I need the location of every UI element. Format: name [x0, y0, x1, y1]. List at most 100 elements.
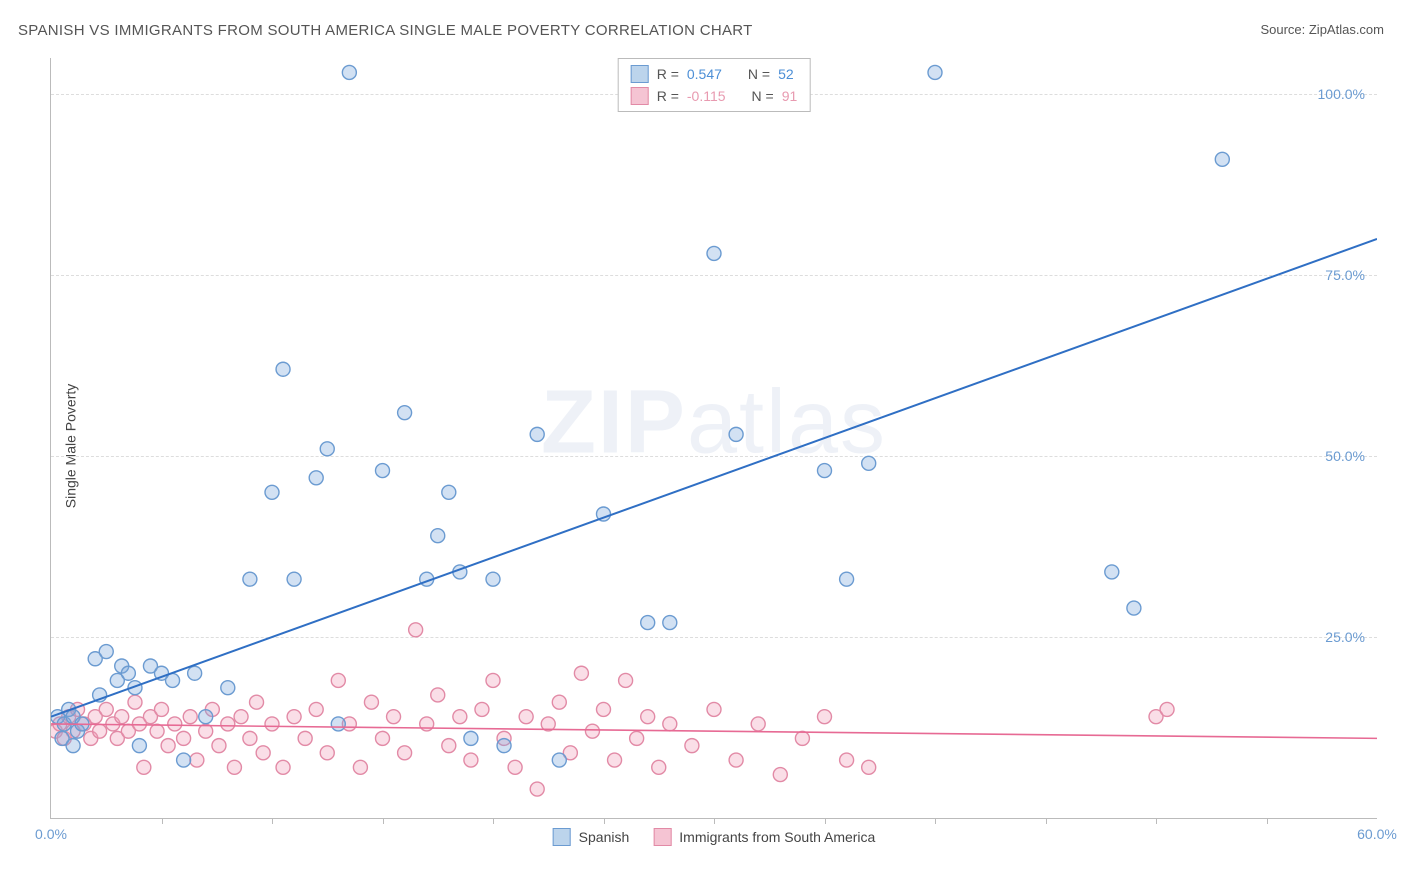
data-point [287, 710, 301, 724]
data-point [387, 710, 401, 724]
data-point [221, 681, 235, 695]
data-point [155, 702, 169, 716]
chart-title: SPANISH VS IMMIGRANTS FROM SOUTH AMERICA… [18, 22, 753, 39]
data-point [132, 739, 146, 753]
data-point [519, 710, 533, 724]
data-point [376, 464, 390, 478]
data-point [552, 753, 566, 767]
data-point [66, 739, 80, 753]
data-point [221, 717, 235, 731]
x-tick-mark [162, 818, 163, 824]
trend-line [51, 239, 1377, 717]
legend-item-immigrants: Immigrants from South America [653, 828, 875, 846]
data-point [597, 702, 611, 716]
data-point [188, 666, 202, 680]
data-point [128, 695, 142, 709]
stats-row-immigrants: R = -0.115 N = 91 [631, 85, 798, 107]
source-name: ZipAtlas.com [1309, 22, 1384, 37]
data-point [442, 485, 456, 499]
data-point [190, 753, 204, 767]
data-point [353, 760, 367, 774]
x-tick-mark [272, 818, 273, 824]
legend-swatch-spanish [553, 828, 571, 846]
data-point [177, 731, 191, 745]
data-point [234, 710, 248, 724]
data-point [309, 702, 323, 716]
correlation-stats-box: R = 0.547 N = 52 R = -0.115 N = 91 [618, 58, 811, 112]
data-point [212, 739, 226, 753]
data-point [464, 753, 478, 767]
data-point [287, 572, 301, 586]
data-point [464, 731, 478, 745]
legend-label-spanish: Spanish [579, 829, 630, 845]
data-point [608, 753, 622, 767]
x-tick-mark [825, 818, 826, 824]
swatch-spanish [631, 65, 649, 83]
data-point [342, 65, 356, 79]
data-point [840, 572, 854, 586]
data-point [99, 645, 113, 659]
data-point [115, 710, 129, 724]
data-point [641, 616, 655, 630]
n-value-immigrants: 91 [782, 88, 798, 104]
data-point [331, 673, 345, 687]
x-tick-mark [604, 818, 605, 824]
legend-item-spanish: Spanish [553, 828, 630, 846]
x-tick-mark [714, 818, 715, 824]
data-point [431, 688, 445, 702]
data-point [795, 731, 809, 745]
data-point [183, 710, 197, 724]
data-point [298, 731, 312, 745]
data-point [530, 427, 544, 441]
r-value-immigrants: -0.115 [687, 88, 726, 104]
data-point [227, 760, 241, 774]
data-point [1105, 565, 1119, 579]
n-label: N = [748, 66, 770, 82]
r-label: R = [657, 66, 679, 82]
data-point [508, 760, 522, 774]
data-point [530, 782, 544, 796]
data-point [409, 623, 423, 637]
data-point [585, 724, 599, 738]
data-point [265, 717, 279, 731]
source-attribution: Source: ZipAtlas.com [1260, 22, 1384, 37]
data-point [331, 717, 345, 731]
data-point [685, 739, 699, 753]
data-point [619, 673, 633, 687]
data-point [320, 442, 334, 456]
source-prefix: Source: [1260, 22, 1308, 37]
r-value-spanish: 0.547 [687, 66, 722, 82]
data-point [862, 760, 876, 774]
data-point [137, 760, 151, 774]
data-point [928, 65, 942, 79]
legend-swatch-immigrants [653, 828, 671, 846]
data-point [431, 529, 445, 543]
data-point [199, 710, 213, 724]
data-point [276, 362, 290, 376]
data-point [250, 695, 264, 709]
data-point [707, 246, 721, 260]
data-point [150, 724, 164, 738]
data-point [729, 427, 743, 441]
data-point [475, 702, 489, 716]
data-point [442, 739, 456, 753]
data-point [320, 746, 334, 760]
data-point [630, 731, 644, 745]
data-point [1160, 702, 1174, 716]
swatch-immigrants [631, 87, 649, 105]
data-point [99, 702, 113, 716]
data-point [663, 616, 677, 630]
data-point [641, 710, 655, 724]
data-point [121, 666, 135, 680]
chart-svg [51, 58, 1377, 818]
data-point [1127, 601, 1141, 615]
data-point [574, 666, 588, 680]
data-point [652, 760, 666, 774]
x-tick-label: 60.0% [1357, 826, 1397, 842]
data-point [243, 572, 257, 586]
data-point [376, 731, 390, 745]
n-label: N = [752, 88, 774, 104]
data-point [773, 768, 787, 782]
data-point [168, 717, 182, 731]
data-point [729, 753, 743, 767]
